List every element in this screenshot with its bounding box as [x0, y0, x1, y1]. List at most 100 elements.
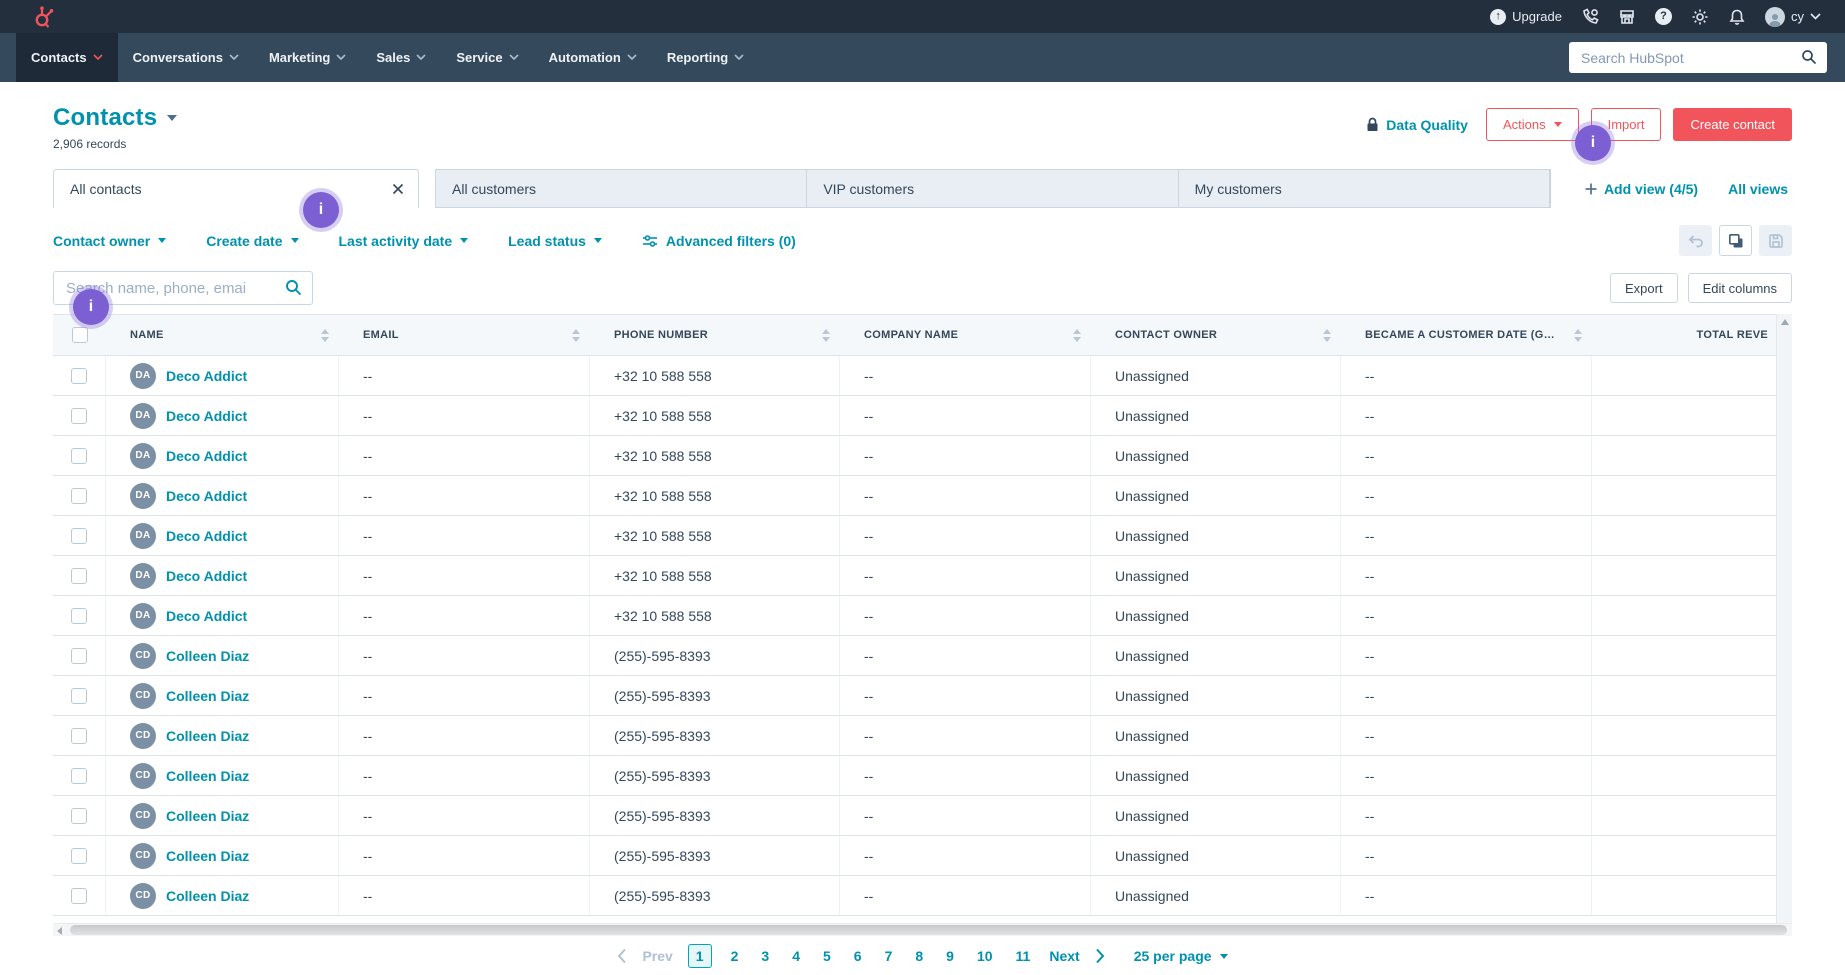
- undo-button[interactable]: [1679, 225, 1712, 256]
- hubspot-logo[interactable]: [30, 5, 56, 31]
- column-header-name[interactable]: NAME: [106, 315, 339, 355]
- row-checkbox[interactable]: [71, 487, 87, 504]
- column-header-phone[interactable]: PHONE NUMBER: [590, 315, 840, 355]
- page-button[interactable]: 3: [761, 948, 770, 964]
- scrollbar-thumb[interactable]: [70, 925, 1787, 935]
- calling-icon[interactable]: [1581, 7, 1599, 26]
- column-header-became-customer[interactable]: BECAME A CUSTOMER DATE (G…: [1341, 315, 1592, 355]
- row-checkbox[interactable]: [71, 647, 87, 664]
- view-tab[interactable]: My customers: [1179, 170, 1550, 207]
- global-search-input[interactable]: [1569, 42, 1827, 73]
- prev-button[interactable]: Prev: [642, 948, 673, 964]
- page-button[interactable]: 7: [884, 948, 893, 964]
- search-icon[interactable]: [285, 279, 302, 296]
- annotation-info-badge[interactable]: i: [1575, 125, 1611, 161]
- contact-name-link[interactable]: Deco Addict: [166, 367, 248, 384]
- row-checkbox[interactable]: [71, 887, 87, 904]
- help-icon[interactable]: ?: [1655, 8, 1672, 25]
- select-all-checkbox[interactable]: [71, 327, 88, 343]
- nav-item[interactable]: Reporting: [652, 33, 759, 82]
- create-contact-button[interactable]: Create contact: [1673, 108, 1792, 141]
- copy-view-button[interactable]: [1719, 225, 1752, 256]
- tab-all-contacts[interactable]: All contacts: [53, 169, 419, 208]
- page-button[interactable]: 5: [822, 948, 831, 964]
- row-checkbox[interactable]: [71, 607, 87, 624]
- all-views-link[interactable]: All views: [1728, 180, 1788, 197]
- filter-dropdown[interactable]: Create date: [206, 233, 299, 249]
- contact-name-link[interactable]: Colleen Diaz: [166, 727, 250, 744]
- contact-name-link[interactable]: Colleen Diaz: [166, 767, 250, 784]
- row-checkbox[interactable]: [71, 367, 87, 384]
- scroll-up-arrow-icon[interactable]: [1780, 319, 1789, 325]
- marketplace-icon[interactable]: [1618, 8, 1636, 26]
- settings-icon[interactable]: [1691, 8, 1709, 26]
- row-checkbox[interactable]: [71, 847, 87, 864]
- sort-icon[interactable]: [822, 328, 830, 342]
- contact-name-link[interactable]: Colleen Diaz: [166, 647, 250, 664]
- row-checkbox[interactable]: [71, 727, 87, 744]
- column-header-total-revenue[interactable]: TOTAL REVE: [1696, 329, 1768, 341]
- nav-item[interactable]: Service: [441, 33, 533, 82]
- contact-name-link[interactable]: Deco Addict: [166, 607, 248, 624]
- export-button[interactable]: Export: [1610, 273, 1678, 303]
- page-button[interactable]: 8: [915, 948, 924, 964]
- page-button[interactable]: 6: [853, 948, 862, 964]
- filter-dropdown[interactable]: Contact owner: [53, 233, 167, 249]
- contact-name-link[interactable]: Deco Addict: [166, 487, 248, 504]
- row-checkbox[interactable]: [71, 407, 87, 424]
- data-quality-link[interactable]: Data Quality: [1366, 117, 1468, 133]
- page-button[interactable]: 9: [946, 948, 954, 964]
- contact-name-link[interactable]: Colleen Diaz: [166, 807, 250, 824]
- scroll-left-arrow-icon[interactable]: [57, 927, 62, 935]
- sort-icon[interactable]: [1073, 328, 1081, 342]
- add-view-link[interactable]: Add view (4/5): [1585, 181, 1698, 197]
- chevron-right-icon[interactable]: [1095, 948, 1105, 964]
- nav-item[interactable]: Conversations: [118, 33, 254, 82]
- sort-icon[interactable]: [572, 328, 580, 342]
- annotation-info-badge[interactable]: i: [73, 289, 109, 325]
- filter-dropdown[interactable]: Lead status: [508, 233, 602, 249]
- row-checkbox[interactable]: [71, 767, 87, 784]
- next-button[interactable]: Next: [1049, 948, 1080, 964]
- nav-item[interactable]: Marketing: [254, 33, 361, 82]
- contact-name-link[interactable]: Colleen Diaz: [166, 687, 250, 704]
- upgrade-button[interactable]: ↑ Upgrade: [1490, 8, 1562, 25]
- view-tab[interactable]: All customers: [436, 170, 808, 207]
- filter-dropdown[interactable]: Last activity date: [339, 233, 469, 249]
- edit-columns-button[interactable]: Edit columns: [1687, 273, 1792, 303]
- contact-name-link[interactable]: Colleen Diaz: [166, 887, 250, 904]
- search-icon[interactable]: [1801, 49, 1817, 65]
- page-button[interactable]: 10: [976, 948, 993, 964]
- per-page-dropdown[interactable]: 25 per page: [1134, 948, 1228, 964]
- contact-name-link[interactable]: Deco Addict: [166, 407, 248, 424]
- user-menu[interactable]: cy: [1765, 6, 1821, 27]
- nav-item[interactable]: Automation: [534, 33, 652, 82]
- page-button[interactable]: 2: [730, 948, 739, 964]
- sort-icon[interactable]: [1323, 328, 1331, 342]
- row-checkbox[interactable]: [71, 447, 87, 464]
- save-view-button[interactable]: [1759, 225, 1792, 256]
- page-button[interactable]: 11: [1015, 948, 1031, 964]
- column-header-owner[interactable]: CONTACT OWNER: [1091, 315, 1341, 355]
- row-checkbox[interactable]: [71, 567, 87, 584]
- row-checkbox[interactable]: [71, 527, 87, 544]
- advanced-filters-link[interactable]: Advanced filters (0): [642, 233, 796, 249]
- actions-button[interactable]: Actions: [1485, 108, 1579, 141]
- notifications-icon[interactable]: [1728, 8, 1746, 26]
- contact-name-link[interactable]: Deco Addict: [166, 567, 248, 584]
- row-checkbox[interactable]: [71, 687, 87, 704]
- page-button[interactable]: 1: [687, 944, 712, 968]
- row-checkbox[interactable]: [71, 807, 87, 824]
- sort-icon[interactable]: [321, 328, 329, 342]
- contact-name-link[interactable]: Colleen Diaz: [166, 847, 250, 864]
- contact-name-link[interactable]: Deco Addict: [166, 447, 248, 464]
- column-header-company[interactable]: COMPANY NAME: [840, 315, 1091, 355]
- vertical-scrollbar[interactable]: [1776, 314, 1792, 923]
- annotation-info-badge[interactable]: i: [303, 192, 339, 228]
- title-dropdown-caret-icon[interactable]: [167, 115, 178, 121]
- page-button[interactable]: 4: [792, 948, 800, 964]
- contact-name-link[interactable]: Deco Addict: [166, 527, 248, 544]
- column-header-email[interactable]: EMAIL: [339, 315, 590, 355]
- chevron-left-icon[interactable]: [617, 948, 627, 964]
- sort-icon[interactable]: [1574, 328, 1582, 342]
